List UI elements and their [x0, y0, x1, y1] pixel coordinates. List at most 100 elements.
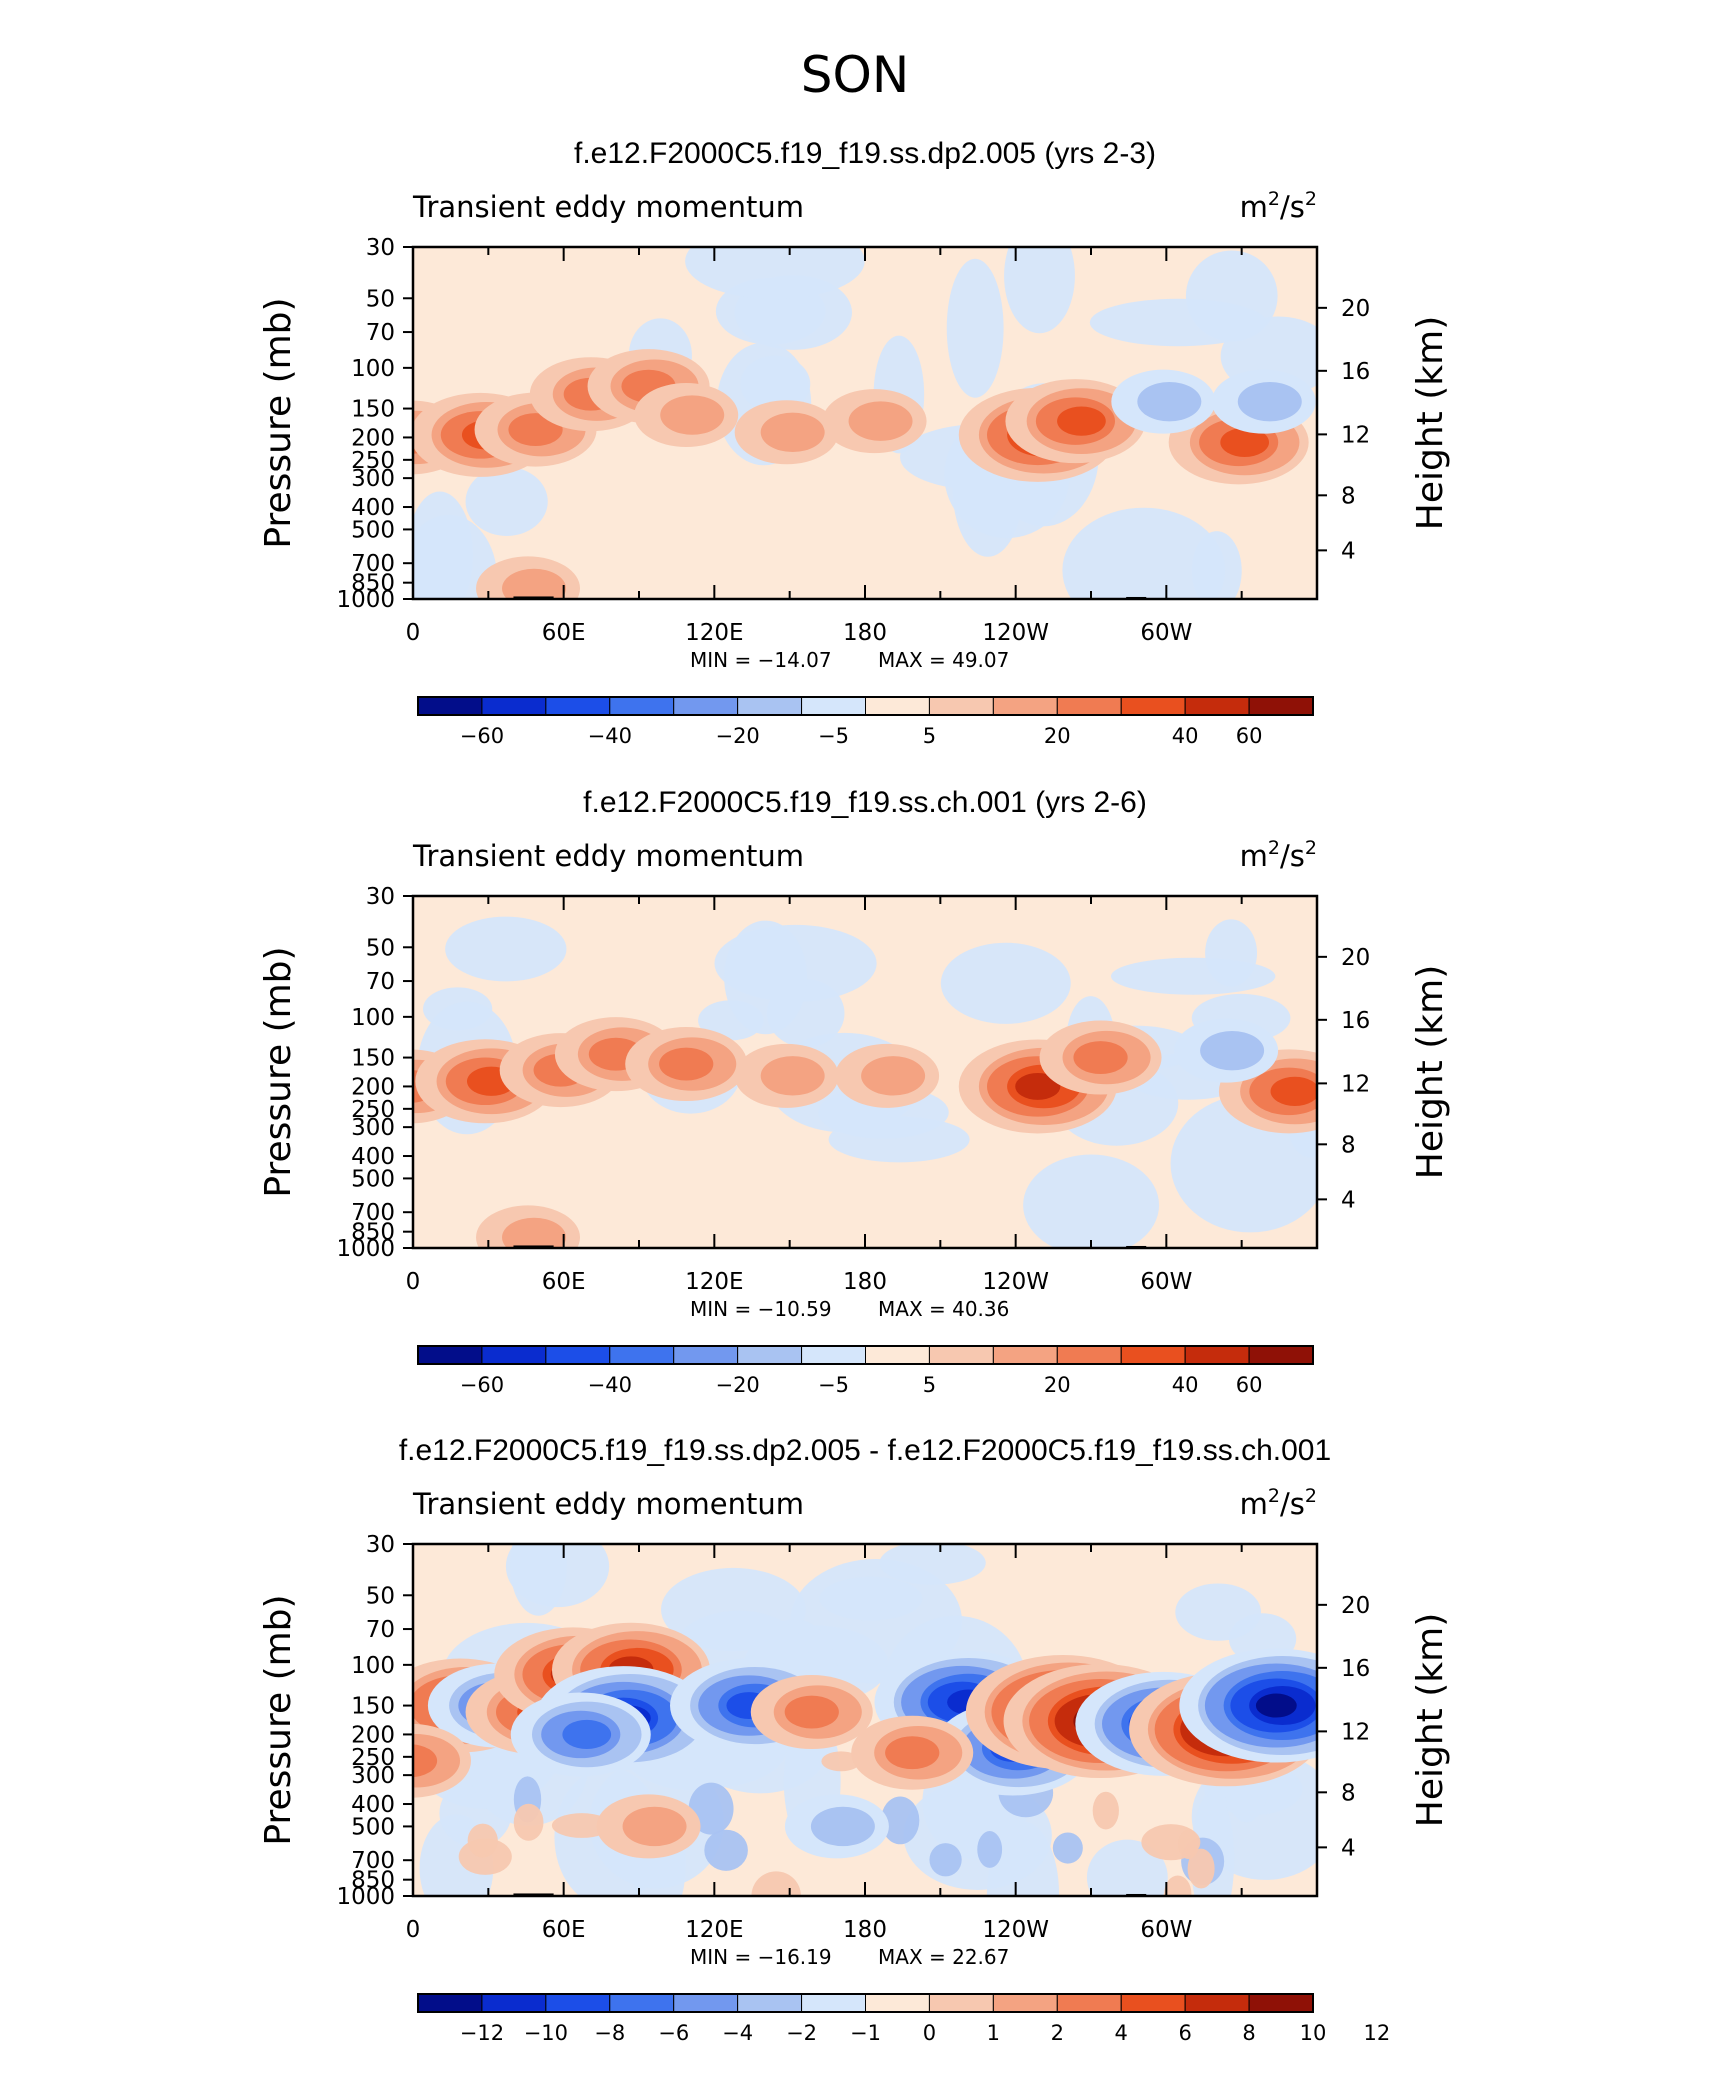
y-tick-label: 100 — [351, 1005, 395, 1031]
colorbar-frame — [417, 1993, 1314, 2013]
x-tick-label: 120W — [982, 1917, 1049, 1943]
colorbar-label: −20 — [715, 724, 759, 748]
contour-level — [1137, 381, 1202, 422]
y-tick-label: 200 — [351, 1074, 395, 1100]
colorbar-label: 5 — [923, 724, 936, 748]
max-label: MAX = 49.07 — [878, 648, 1009, 672]
y-right-tick-label: 4 — [1341, 1187, 1356, 1213]
contour-level — [1255, 1693, 1297, 1718]
contour-level — [1270, 1076, 1317, 1106]
colorbar-box — [737, 696, 803, 716]
min-label: MIN = −14.07 — [690, 648, 832, 672]
max-label: MAX = 22.67 — [878, 1945, 1009, 1969]
colorbar-label: 40 — [1172, 724, 1199, 748]
x-tick-label: 120E — [685, 620, 743, 646]
y-tick-label: 70 — [366, 320, 395, 346]
y-tick-label: 1000 — [336, 587, 395, 613]
colorbar-label: −5 — [818, 724, 849, 748]
colorbar-frame — [417, 1345, 1314, 1365]
field-negative-patch — [510, 1544, 567, 1616]
contour-field — [413, 896, 1317, 1248]
y-tick-label: 500 — [351, 1814, 395, 1840]
field-small-patch — [880, 1796, 920, 1845]
colorbar-box — [609, 1345, 675, 1365]
colorbar-box — [801, 696, 866, 716]
field-negative-patch — [724, 920, 808, 1035]
colorbar-box — [1248, 1993, 1314, 2013]
field-negative-patch — [1004, 247, 1075, 334]
colorbar-label: 12 — [1364, 2021, 1391, 2045]
colorbar-box — [545, 1345, 611, 1365]
field-negative-patch — [1205, 919, 1258, 987]
contour-field — [413, 1544, 1317, 1896]
y-right-tick-label: 4 — [1341, 538, 1356, 564]
y-right-tick-label: 20 — [1341, 296, 1370, 322]
y-right-tick-label: 16 — [1341, 359, 1370, 385]
field-negative-patch — [819, 1576, 923, 1621]
colorbar-label: 60 — [1236, 724, 1263, 748]
colorbar-label: 20 — [1044, 1373, 1071, 1397]
colorbar-label: −2 — [786, 2021, 817, 2045]
field-negative-patch — [445, 916, 567, 982]
y-right-tick-label: 16 — [1341, 1656, 1370, 1682]
contour-feature — [1111, 369, 1216, 434]
x-tick-label: 60E — [542, 1269, 586, 1295]
colorbar-box — [801, 1345, 866, 1365]
y-tick-label: 250 — [351, 448, 395, 474]
colorbar: −60 −40 −20 −5 5 20 40 60 — [417, 696, 1314, 748]
colorbar-box — [673, 696, 739, 716]
colorbar-box — [1056, 696, 1122, 716]
colorbar-box — [545, 696, 611, 716]
y-tick-label: 250 — [351, 1745, 395, 1771]
y-tick-label: 50 — [366, 286, 395, 312]
colorbar-frame — [417, 696, 1314, 716]
colorbar-box — [1056, 1993, 1122, 2013]
field-small-patch — [751, 1871, 801, 1896]
y-right-tick-label: 12 — [1341, 1071, 1370, 1097]
y-tick-label: 700 — [351, 1848, 395, 1874]
field-negative-patch — [1023, 1154, 1160, 1248]
contour-feature — [835, 1043, 940, 1108]
colorbar-box — [801, 1993, 866, 2013]
y-tick-label: 400 — [351, 1144, 395, 1170]
field-negative-patch — [1062, 507, 1226, 599]
y-tick-label: 30 — [366, 1532, 395, 1558]
colorbar-box — [992, 696, 1058, 716]
units-units-exp2: 2 — [1305, 837, 1317, 859]
x-tick-label: 60E — [542, 620, 586, 646]
colorbar-box — [545, 1993, 611, 2013]
colorbar-label: 4 — [1115, 2021, 1128, 2045]
y-tick-label: 150 — [351, 1046, 395, 1072]
colorbar-label: −20 — [715, 1373, 759, 1397]
min-label: MIN = −16.19 — [690, 1945, 832, 1969]
units-units-base: m — [1240, 190, 1268, 224]
units-units-sep: /s — [1280, 190, 1305, 224]
contour-level — [1220, 427, 1270, 457]
panel-title: f.e12.F2000C5.f19_f19.ss.dp2.005 - f.e12… — [399, 1434, 1331, 1467]
x-tick-label: 120W — [982, 620, 1049, 646]
contour-level — [1237, 381, 1302, 422]
contour-feature — [596, 1794, 701, 1859]
units-units-exp1: 2 — [1268, 837, 1280, 859]
units-units-exp1: 2 — [1268, 188, 1280, 210]
colorbar-label: 6 — [1178, 2021, 1191, 2045]
y-axis-label: Pressure (mb) — [258, 1594, 299, 1845]
contour-level — [885, 1736, 940, 1770]
units-units-sep: /s — [1280, 1487, 1305, 1521]
panel-2: f.e12.F2000C5.f19_f19.ss.ch.001 (yrs 2-6… — [258, 786, 1451, 1397]
x-tick-label: 180 — [843, 1269, 887, 1295]
units-label: m2/s2 — [1240, 837, 1317, 873]
colorbar-label: 8 — [1242, 2021, 1255, 2045]
colorbar-box — [481, 696, 547, 716]
colorbar-label: −12 — [460, 2021, 504, 2045]
contour-feature — [784, 1794, 889, 1859]
field-negative-patch — [740, 355, 811, 413]
terrain-mask — [513, 1245, 554, 1248]
colorbar-box — [928, 1345, 994, 1365]
quantity-label: Transient eddy momentum — [412, 1487, 804, 1521]
field-small-patch — [513, 1803, 544, 1841]
field-small-patch — [1177, 1829, 1199, 1860]
quantity-label: Transient eddy momentum — [412, 839, 804, 873]
y-tick-label: 30 — [366, 884, 395, 910]
